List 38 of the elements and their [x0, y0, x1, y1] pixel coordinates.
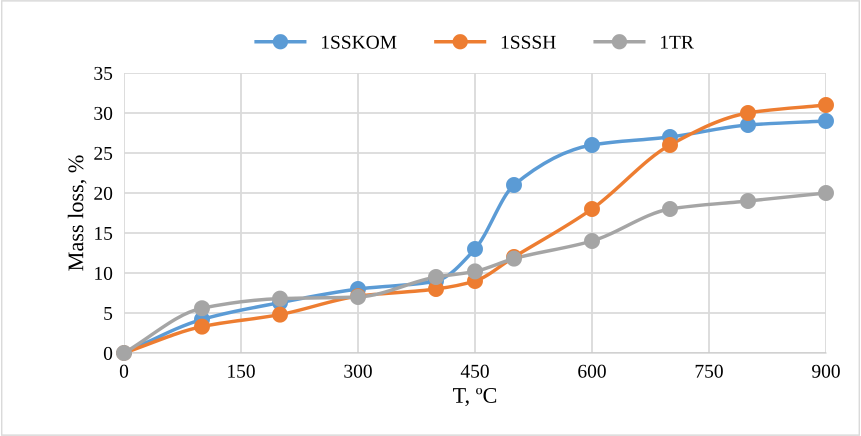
x-tick-label: 600 [578, 364, 606, 378]
legend-label: 1SSKOM [322, 36, 396, 49]
point [467, 263, 483, 280]
x-tick-label: 750 [696, 364, 723, 378]
legend-label: 1TR [661, 36, 694, 49]
x-tick-label: 0 [120, 364, 128, 378]
y-tick-label: 25 [94, 146, 112, 160]
y-tick-label: 10 [95, 266, 112, 280]
point [662, 201, 678, 217]
y-tick-label: 5 [104, 307, 112, 320]
point [818, 185, 834, 201]
x-tick-label: 300 [344, 364, 372, 378]
legend-label: 1SSSH [502, 36, 556, 49]
point [818, 97, 834, 113]
point [194, 318, 210, 335]
point [467, 241, 483, 257]
y-tick-label: 30 [94, 106, 112, 120]
point [272, 306, 288, 323]
point [662, 137, 678, 153]
x-tick-label: 900 [812, 364, 840, 378]
y-tick-label: 20 [94, 186, 112, 200]
point [584, 233, 600, 249]
point [584, 137, 600, 153]
point [818, 113, 834, 129]
point [272, 290, 288, 307]
point [584, 201, 600, 217]
y-tick-label: 0 [104, 346, 112, 360]
point [194, 300, 210, 316]
x-tick-label: 150 [228, 364, 255, 378]
point [740, 105, 756, 121]
x-tick-label: 450 [460, 364, 489, 378]
y-tick-label: 15 [95, 226, 112, 240]
x-axis-title: T, ºC [453, 388, 496, 406]
y-axis-title: Mass loss, % [68, 155, 87, 271]
point [506, 177, 522, 193]
y-tick-label: 35 [94, 66, 112, 80]
point [428, 269, 444, 285]
point [740, 193, 756, 209]
